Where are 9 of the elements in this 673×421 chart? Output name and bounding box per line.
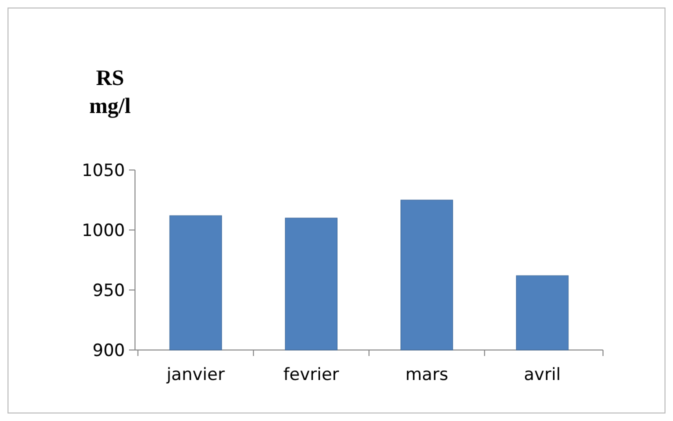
- x-tick-label: mars: [405, 365, 448, 385]
- y-axis-title: RS mg/l: [89, 65, 131, 118]
- y-tick-label: 900: [92, 340, 125, 361]
- x-tick-label: fevrier: [283, 365, 340, 385]
- x-tick-label: janvier: [166, 365, 225, 385]
- y-tick-label: 1050: [82, 160, 125, 181]
- y-tick-label: 950: [92, 280, 125, 301]
- x-tick-label: avril: [524, 365, 561, 385]
- y-tick-label: 1000: [82, 220, 125, 241]
